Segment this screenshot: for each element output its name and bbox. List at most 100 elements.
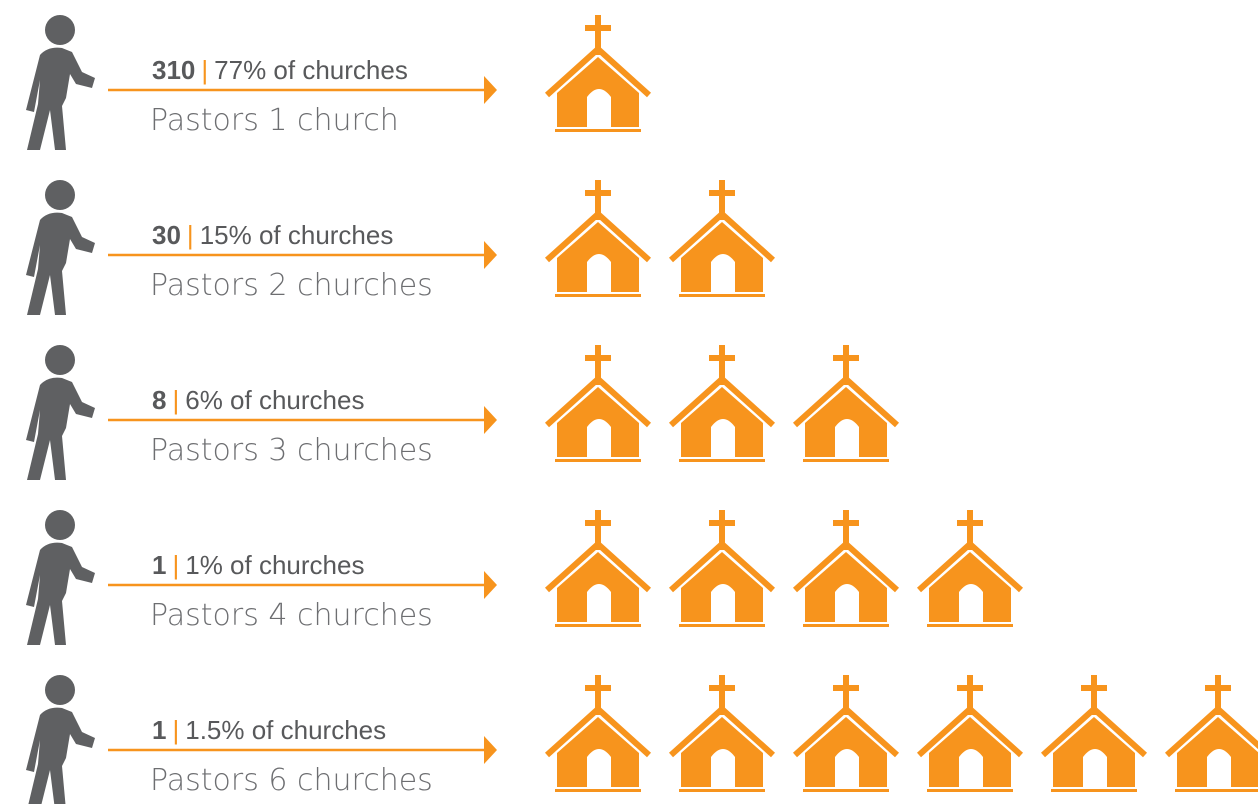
base	[1051, 789, 1137, 792]
cross-h	[833, 355, 859, 361]
person-icon	[26, 15, 95, 150]
base	[803, 789, 889, 792]
body	[26, 707, 95, 804]
roof	[1164, 704, 1258, 758]
base	[555, 459, 641, 462]
cross-h	[709, 355, 735, 361]
door	[959, 584, 983, 622]
cross-v	[843, 675, 849, 715]
cross-v	[719, 180, 725, 220]
door	[587, 749, 611, 787]
door	[587, 254, 611, 292]
pastor-label: Pastors 2 churches	[150, 268, 433, 303]
church-icon	[916, 675, 1024, 792]
church-icon	[544, 675, 652, 792]
roof	[544, 704, 652, 758]
door	[1207, 749, 1231, 787]
door	[711, 419, 735, 457]
cross-v	[595, 675, 601, 715]
share: 77% of churches	[214, 55, 408, 85]
base	[927, 624, 1013, 627]
arrow-head	[484, 76, 497, 104]
separator: |	[172, 385, 179, 415]
row: 1 | 1.5% of churches Pastors 6 churches	[26, 675, 1258, 804]
door	[835, 584, 859, 622]
cross-v	[595, 510, 601, 550]
cross-h	[585, 355, 611, 361]
door	[587, 89, 611, 127]
person-icon	[26, 510, 95, 645]
arrow-head	[484, 406, 497, 434]
count: 30	[152, 220, 181, 250]
row: 30 | 15% of churches Pastors 2 churches	[26, 180, 776, 315]
base	[679, 294, 765, 297]
roof	[544, 44, 652, 98]
cross-h	[709, 685, 735, 691]
church-icon	[668, 675, 776, 792]
share: 15% of churches	[200, 220, 394, 250]
body	[26, 212, 95, 315]
cross-v	[843, 345, 849, 385]
roof	[544, 374, 652, 428]
church-icon	[792, 345, 900, 462]
arrow-head	[484, 736, 497, 764]
church-icon	[916, 510, 1024, 627]
body	[26, 47, 95, 150]
church-icon	[1164, 675, 1258, 792]
person-icon	[26, 180, 95, 315]
count: 8	[152, 385, 166, 415]
count: 310	[152, 55, 195, 85]
church-icon	[668, 180, 776, 297]
door	[711, 584, 735, 622]
cross-v	[1091, 675, 1097, 715]
base	[803, 624, 889, 627]
base	[555, 624, 641, 627]
cross-v	[843, 510, 849, 550]
roof	[544, 539, 652, 593]
cross-h	[957, 520, 983, 526]
head	[45, 345, 75, 375]
cross-h	[1081, 685, 1107, 691]
cross-h	[585, 520, 611, 526]
count: 1	[152, 550, 166, 580]
head	[45, 510, 75, 540]
cross-v	[719, 345, 725, 385]
church-icon	[792, 510, 900, 627]
cross-h	[833, 520, 859, 526]
head	[45, 15, 75, 45]
roof	[792, 539, 900, 593]
door	[835, 749, 859, 787]
share-text: 1 | 1.5% of churches	[152, 715, 386, 745]
roof	[1040, 704, 1148, 758]
separator: |	[187, 220, 194, 250]
church-icon	[544, 510, 652, 627]
share-text: 8 | 6% of churches	[152, 385, 364, 415]
share: 1.5% of churches	[185, 715, 386, 745]
base	[803, 459, 889, 462]
base	[679, 789, 765, 792]
base	[679, 624, 765, 627]
person-icon	[26, 675, 95, 804]
cross-h	[585, 190, 611, 196]
roof	[792, 374, 900, 428]
cross-v	[595, 345, 601, 385]
roof	[668, 704, 776, 758]
body	[26, 542, 95, 645]
roof	[792, 704, 900, 758]
base	[555, 294, 641, 297]
head	[45, 675, 75, 705]
row: 310 | 77% of churches Pastors 1 church	[26, 15, 652, 150]
share: 1% of churches	[185, 550, 364, 580]
roof	[916, 539, 1024, 593]
roof	[544, 209, 652, 263]
share: 6% of churches	[185, 385, 364, 415]
church-icon	[668, 345, 776, 462]
church-icon	[544, 15, 652, 132]
cross-h	[957, 685, 983, 691]
separator: |	[201, 55, 208, 85]
base	[555, 129, 641, 132]
cross-v	[595, 180, 601, 220]
cross-v	[967, 510, 973, 550]
share-text: 30 | 15% of churches	[152, 220, 393, 250]
cross-h	[709, 190, 735, 196]
